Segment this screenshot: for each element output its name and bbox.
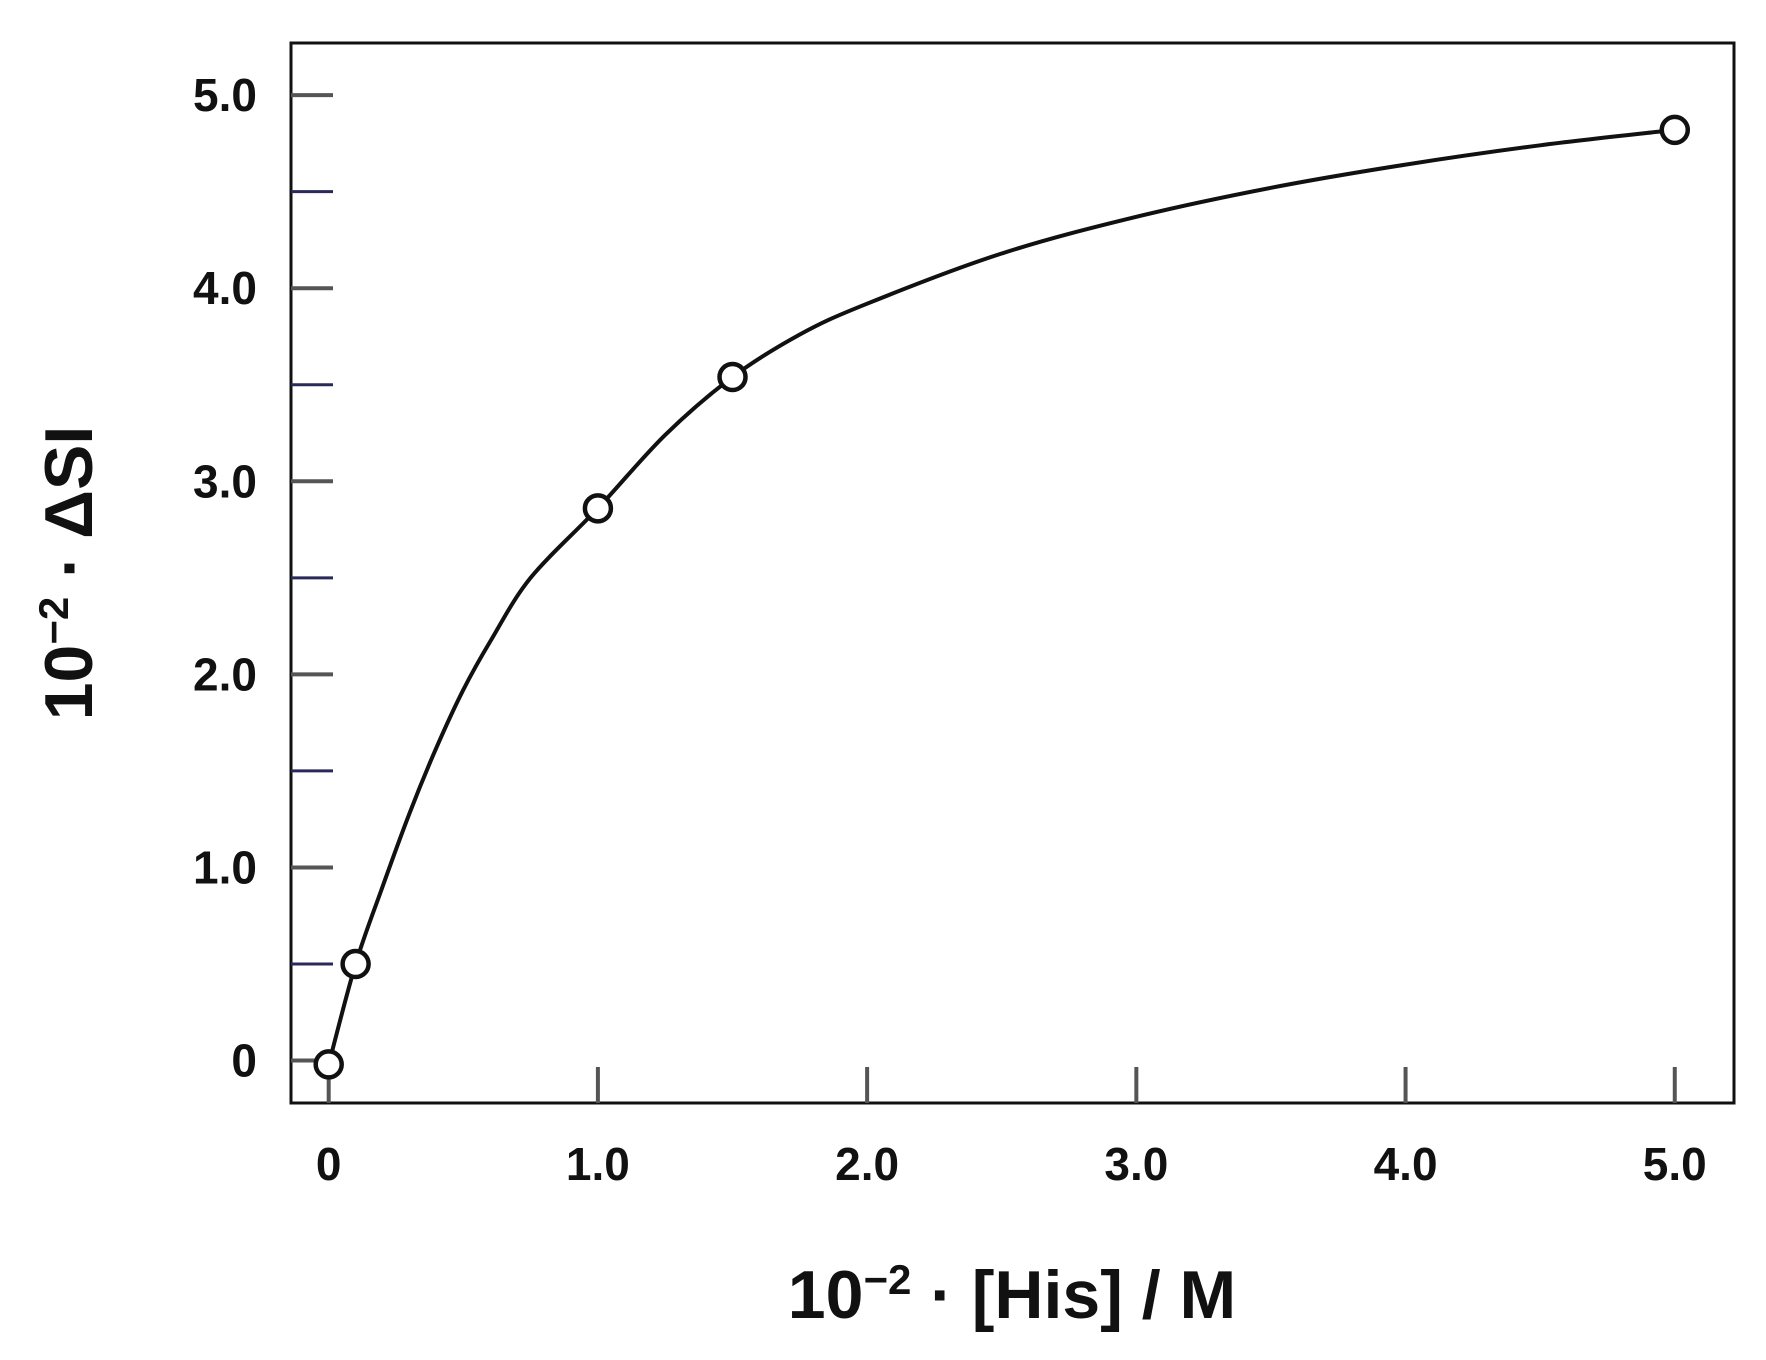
data-point-4 <box>1659 114 1691 146</box>
fit-curve <box>326 127 1676 1065</box>
data-point-1 <box>340 948 371 980</box>
x-tick-label-1: 1.0 <box>566 1138 630 1190</box>
y-tick-label-5: 5.0 <box>193 69 257 121</box>
x-axis-label: 10−2 · [His] / M <box>788 1256 1236 1333</box>
y-tick-label-1: 1.0 <box>193 841 257 893</box>
data-point-3 <box>717 361 748 393</box>
x-tick-label-5: 5.0 <box>1643 1138 1707 1190</box>
x-axis-ticks: 0 1.0 2.0 3.0 4.0 5.0 <box>316 1067 1707 1190</box>
x-tick-label-2: 2.0 <box>835 1138 899 1190</box>
y-axis-ticks: 0 1.0 2.0 3.0 4.0 5.0 <box>193 69 333 1087</box>
data-points <box>313 114 1691 1080</box>
y-tick-label-2: 2.0 <box>193 648 257 700</box>
x-tick-label-4: 4.0 <box>1374 1138 1438 1190</box>
y-tick-label-4: 4.0 <box>193 262 257 314</box>
data-point-2 <box>582 493 614 524</box>
x-tick-label-0: 0 <box>316 1138 342 1190</box>
y-tick-label-3: 3.0 <box>193 455 257 507</box>
y-axis-label: 10−2 · ΔSI <box>30 426 107 721</box>
x-tick-label-3: 3.0 <box>1104 1138 1168 1190</box>
plot-frame <box>289 41 1736 1105</box>
y-tick-label-0: 0 <box>231 1035 257 1087</box>
data-point-0 <box>313 1049 344 1080</box>
